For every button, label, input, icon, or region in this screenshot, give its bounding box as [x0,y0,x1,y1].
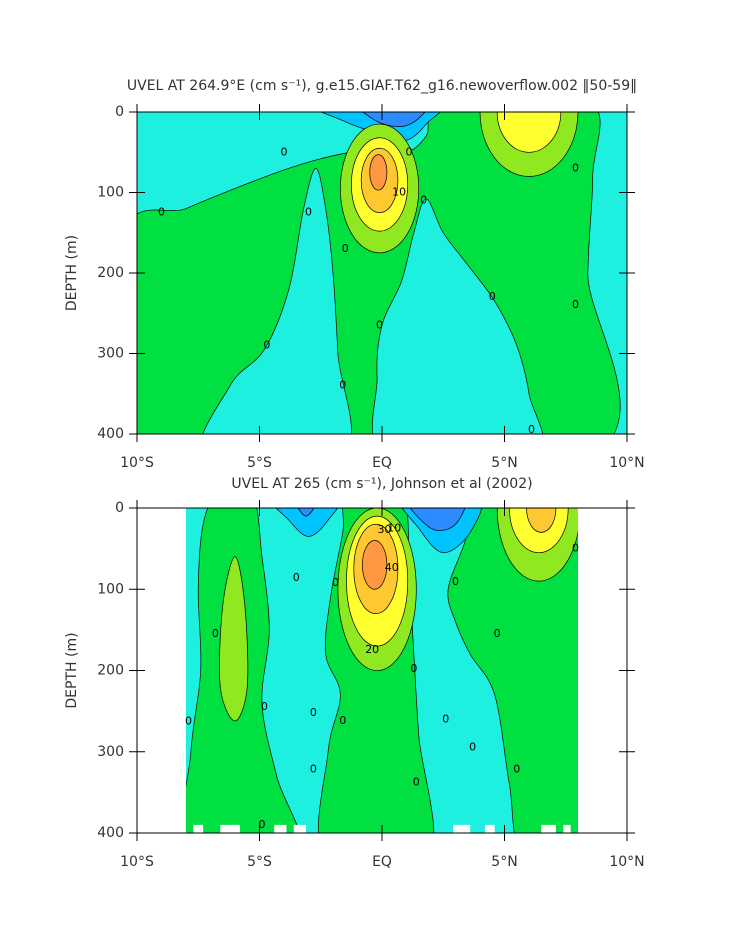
contour-fill [275,508,339,537]
contour-label: 0 [420,194,427,207]
contour-label: 0 [513,763,520,776]
chart-title: UVEL AT 265 (cm s⁻¹), Johnson et al (200… [231,476,532,492]
x-tick-label: 10°N [609,455,644,471]
y-axis-label: DEPTH (m) [64,235,80,311]
contour-area [186,508,578,833]
contour-label: 0 [342,242,349,255]
contour-fill [496,112,562,153]
contour-label: 0 [494,627,501,640]
contour-fill [362,540,388,590]
contour-fill [202,167,353,434]
y-tick-label: 100 [97,185,124,201]
contour-label: 10 [392,186,406,199]
contour-label: 0 [572,542,579,555]
mask [193,824,204,833]
mask [484,824,495,833]
contour-label: 0 [281,145,288,158]
x-tick-label: 10°N [609,854,644,870]
contour-label: 0 [410,662,417,675]
contour-label: 0 [258,818,265,831]
contour-label: 0 [376,318,383,331]
mask [274,824,287,833]
x-tick-label: 5°N [491,854,517,870]
mask [220,824,240,833]
contour-fill [409,508,466,531]
y-tick-label: 400 [97,825,124,841]
contour-label: 0 [261,700,268,713]
contour-label: 0 [572,298,579,311]
x-tick-label: 10°S [120,455,154,471]
chart-title: UVEL AT 264.9°E (cm s⁻¹), g.e15.GIAF.T62… [127,78,637,94]
x-tick-label: 5°S [247,455,272,471]
y-tick-label: 100 [97,581,124,597]
contour-fill [297,508,315,517]
contour-label: 0 [405,145,412,158]
contour-label: 0 [185,715,192,728]
contour-label: 0 [572,161,579,174]
mask [541,824,556,833]
panel: 0 0 0 0 0 0 0 0 0 0 0 0 0 10 UVEL AT 264.9°E (cm s⁻¹),… [64,78,645,471]
contour-label: 0 [528,423,535,436]
mask [453,824,471,833]
y-tick-label: 300 [97,744,124,760]
contour-fill [362,112,426,127]
contour-label: 0 [339,714,346,727]
contour-label: 0 [158,206,165,219]
contour-label: 0 [469,741,476,754]
contour-label: 0 [310,706,317,719]
contour-label: 0 [332,576,339,589]
y-axis-label: DEPTH (m) [64,632,80,708]
contour-fill [447,508,578,833]
contour-fill [526,508,557,533]
contour-fill [219,556,249,722]
y-tick-label: 0 [115,104,124,120]
x-tick-label: 5°N [491,455,517,471]
mask [293,824,307,833]
contour-label: 10 [387,521,401,534]
x-tick-label: 5°S [247,854,272,870]
contour-label: 0 [212,627,219,640]
contour-fill [369,154,388,191]
x-tick-label: EQ [372,854,392,870]
y-tick-label: 400 [97,426,124,442]
contour-label: 40 [385,561,399,574]
x-tick-label: 10°S [120,854,154,870]
contour-fill [372,198,544,434]
panel: 0 0 0 0 0 0 0 0 0 0 0 0 0 0 0 0 0 10 20 30 40 UVEL AT 265 (cm… [64,476,645,870]
contour-label: 0 [305,206,312,219]
mask [563,824,571,833]
contour-area [137,112,627,434]
contour-label: 0 [263,338,270,351]
contour-label: 20 [365,643,379,656]
contour-label: 0 [489,290,496,303]
contour-label: 0 [413,776,420,789]
contour-label: 30 [377,523,391,536]
contour-label: 0 [339,379,346,392]
contour-label: 0 [452,575,459,588]
y-tick-label: 0 [115,500,124,516]
y-tick-label: 300 [97,346,124,362]
contour-label: 0 [293,571,300,584]
contour-label: 0 [310,763,317,776]
contour-label: 0 [442,712,449,725]
y-tick-label: 200 [97,265,124,281]
x-tick-label: EQ [372,455,392,471]
y-tick-label: 200 [97,663,124,679]
